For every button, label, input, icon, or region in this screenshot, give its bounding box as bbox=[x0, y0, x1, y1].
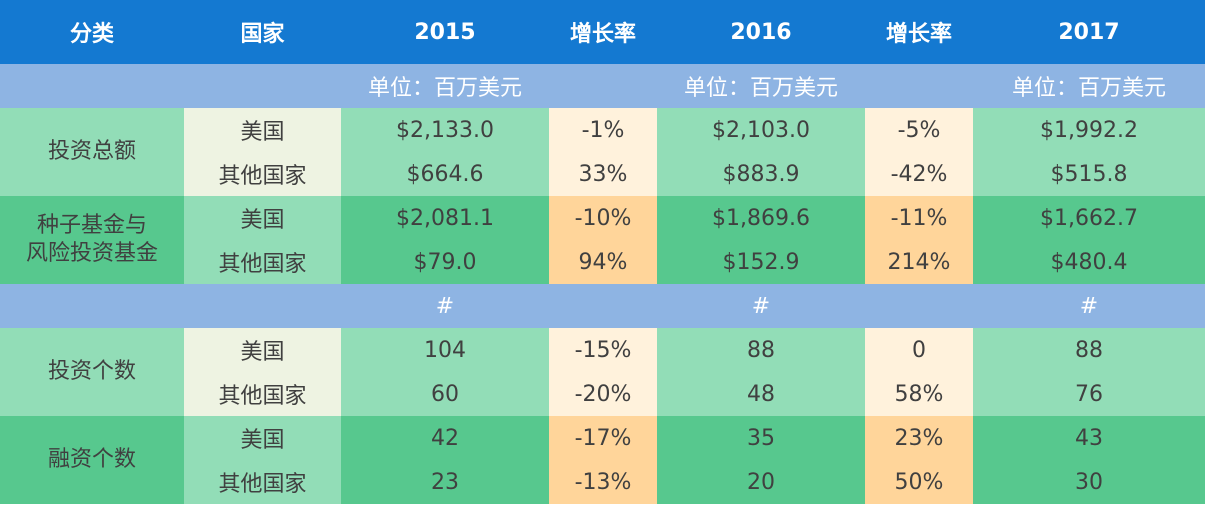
value-2016: $152.9 bbox=[657, 240, 865, 284]
value-2015: 42 bbox=[341, 416, 549, 460]
unit-count-2015: # bbox=[435, 293, 455, 319]
header-growth-1: 增长率 bbox=[569, 22, 636, 47]
growth-1: -13% bbox=[549, 460, 657, 504]
table-row: 其他国家 $664.6 33% $883.9 -42% $515.8 bbox=[0, 152, 1205, 196]
country-cell: 美国 bbox=[184, 416, 341, 460]
value-2016: $883.9 bbox=[657, 152, 865, 196]
growth-2: -11% bbox=[865, 196, 973, 240]
value-2015: $79.0 bbox=[341, 240, 549, 284]
country-cell: 其他国家 bbox=[184, 240, 341, 284]
unit-2016: 单位：百万美元 bbox=[683, 76, 838, 101]
value-2016: $1,869.6 bbox=[657, 196, 865, 240]
group-label-line-1: 种子基金与 bbox=[36, 213, 147, 238]
value-2016: 88 bbox=[657, 328, 865, 372]
value-2017: $1,662.7 bbox=[973, 196, 1205, 240]
country-cell: 美国 bbox=[184, 108, 341, 152]
value-2016: 35 bbox=[657, 416, 865, 460]
unit-row-money: 单位：百万美元 单位：百万美元 单位：百万美元 bbox=[0, 64, 1205, 108]
growth-1: -10% bbox=[549, 196, 657, 240]
growth-1: -17% bbox=[549, 416, 657, 460]
value-2017: 30 bbox=[973, 460, 1205, 504]
unit-count-2016: # bbox=[751, 293, 771, 319]
group-label-line-2: 风险投资基金 bbox=[25, 241, 158, 266]
growth-2: 0 bbox=[865, 328, 973, 372]
value-2017: $1,992.2 bbox=[973, 108, 1205, 152]
table-row: 其他国家 60 -20% 48 58% 76 bbox=[0, 372, 1205, 416]
growth-2: 58% bbox=[865, 372, 973, 416]
header-2017: 2017 bbox=[1058, 19, 1120, 45]
growth-2: 23% bbox=[865, 416, 973, 460]
header-growth-2: 增长率 bbox=[885, 22, 952, 47]
value-2015: 104 bbox=[341, 328, 549, 372]
country-cell: 其他国家 bbox=[184, 372, 341, 416]
country-cell: 美国 bbox=[184, 196, 341, 240]
table-row: 美国 $2,081.1 -10% $1,869.6 -11% $1,662.7 bbox=[0, 196, 1205, 240]
country-cell: 其他国家 bbox=[184, 460, 341, 504]
value-2015: $2,081.1 bbox=[341, 196, 549, 240]
unit-count-2017: # bbox=[1079, 293, 1099, 319]
header-2016: 2016 bbox=[730, 19, 792, 45]
value-2017: $515.8 bbox=[973, 152, 1205, 196]
growth-2: -5% bbox=[865, 108, 973, 152]
table-row: 美国 42 -17% 35 23% 43 bbox=[0, 416, 1205, 460]
table-row: 美国 104 -15% 88 0 88 bbox=[0, 328, 1205, 372]
growth-2: -42% bbox=[865, 152, 973, 196]
value-2017: 76 bbox=[973, 372, 1205, 416]
growth-1: 33% bbox=[549, 152, 657, 196]
unit-row-count: # # # bbox=[0, 284, 1205, 328]
header-2015: 2015 bbox=[414, 19, 476, 45]
value-2015: $2,133.0 bbox=[341, 108, 549, 152]
value-2017: 88 bbox=[973, 328, 1205, 372]
growth-1: 94% bbox=[549, 240, 657, 284]
value-2016: 48 bbox=[657, 372, 865, 416]
group-label-investment-count: 投资个数 bbox=[0, 328, 184, 416]
table-row: 其他国家 $79.0 94% $152.9 214% $480.4 bbox=[0, 240, 1205, 284]
growth-1: -1% bbox=[549, 108, 657, 152]
value-2017: $480.4 bbox=[973, 240, 1205, 284]
growth-2: 214% bbox=[865, 240, 973, 284]
value-2016: $2,103.0 bbox=[657, 108, 865, 152]
value-2016: 20 bbox=[657, 460, 865, 504]
header-row: 分类 国家 2015 增长率 2016 增长率 2017 bbox=[0, 0, 1205, 64]
unit-2015: 单位：百万美元 bbox=[367, 76, 522, 101]
growth-1: -20% bbox=[549, 372, 657, 416]
country-cell: 其他国家 bbox=[184, 152, 341, 196]
country-cell: 美国 bbox=[184, 328, 341, 372]
group-label-seed-vc: 种子基金与 风险投资基金 bbox=[0, 196, 184, 284]
growth-1: -15% bbox=[549, 328, 657, 372]
header-country: 国家 bbox=[240, 22, 285, 47]
group-label-financing-count: 融资个数 bbox=[0, 416, 184, 504]
value-2015: $664.6 bbox=[341, 152, 549, 196]
table-row: 其他国家 23 -13% 20 50% 30 bbox=[0, 460, 1205, 504]
value-2017: 43 bbox=[973, 416, 1205, 460]
group-label-total-investment: 投资总额 bbox=[0, 108, 184, 196]
table-row: 美国 $2,133.0 -1% $2,103.0 -5% $1,992.2 bbox=[0, 108, 1205, 152]
value-2015: 23 bbox=[341, 460, 549, 504]
value-2015: 60 bbox=[341, 372, 549, 416]
unit-2017: 单位：百万美元 bbox=[1011, 76, 1166, 101]
growth-2: 50% bbox=[865, 460, 973, 504]
header-category: 分类 bbox=[69, 22, 114, 47]
